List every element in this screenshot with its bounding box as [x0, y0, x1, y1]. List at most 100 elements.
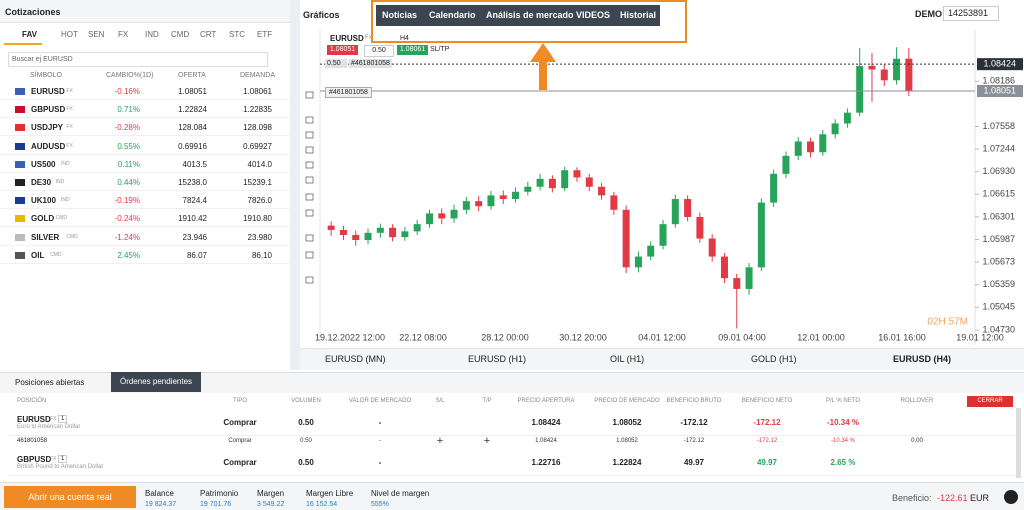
- flag-icon: [15, 233, 25, 241]
- help-icon[interactable]: [1004, 490, 1018, 504]
- candle-body: [647, 245, 655, 257]
- quote-ask: 4014.0: [247, 159, 272, 169]
- quote-symbol[interactable]: UK100: [31, 196, 56, 206]
- y-tick-label: 1.07244: [982, 143, 1015, 153]
- search-box[interactable]: Buscar ej EURUSD: [8, 52, 268, 67]
- tool-icon: [305, 161, 314, 169]
- detail-cell: 0.50: [300, 438, 312, 444]
- quote-tab[interactable]: STC: [229, 30, 245, 39]
- quote-tab[interactable]: CMD: [171, 30, 190, 39]
- candle-body: [671, 198, 679, 225]
- chart-background: [300, 30, 1024, 348]
- quote-symbol[interactable]: EURUSD: [31, 87, 65, 96]
- quote-market: IND: [61, 197, 70, 204]
- quote-symbol[interactable]: DE30: [31, 178, 52, 187]
- quote-tab[interactable]: SEN: [88, 30, 105, 39]
- quote-column: SÍMBOLO: [30, 72, 62, 79]
- sltp-button[interactable]: SL/TP: [430, 46, 450, 53]
- quote-symbol[interactable]: GBPUSD: [31, 105, 66, 115]
- quote-tab[interactable]: FAV: [22, 30, 37, 39]
- quote-tab[interactable]: CRT: [200, 30, 217, 39]
- quote-column: CAMBIO%(1D): [106, 72, 154, 79]
- position-market: FX: [50, 456, 57, 462]
- position-count: 1: [58, 455, 68, 463]
- quote-tab[interactable]: ETF: [257, 30, 273, 39]
- detail-cell: 1.08424: [535, 438, 557, 444]
- chart-tab[interactable]: EURUSD (H1): [468, 354, 527, 364]
- detail-cell: 0.00: [911, 438, 923, 444]
- quote-ask: 1910.80: [243, 214, 272, 224]
- tool-icon: [305, 276, 314, 284]
- quote-bid: 86.07: [186, 250, 207, 260]
- detail-cell[interactable]: +: [436, 435, 444, 447]
- quote-change: -1.24%: [114, 232, 140, 242]
- buy-button[interactable]: 1.08061: [397, 45, 428, 55]
- chart-tabs-bar: [300, 348, 1024, 370]
- candle-body: [450, 209, 458, 219]
- stat-label: Margen Libre: [306, 489, 354, 498]
- menu-item[interactable]: VIDEOS: [576, 10, 611, 20]
- quote-bid: 7824.4: [182, 196, 207, 206]
- chart-tab[interactable]: EURUSD (H4): [893, 354, 952, 364]
- quote-market: CMD: [55, 215, 67, 222]
- candle-body: [352, 234, 360, 240]
- candle-body: [475, 201, 483, 207]
- candle-body: [720, 256, 728, 279]
- quote-column: OFERTA: [178, 72, 206, 79]
- x-tick-label: 19.12.2022 12:00: [315, 332, 385, 342]
- x-tick-label: 28.12 00:00: [481, 332, 529, 342]
- orders-tab[interactable]: Órdenes pendientes: [111, 372, 201, 392]
- price-label-bg: [977, 58, 1023, 71]
- close-button[interactable]: CERRAR: [967, 396, 1013, 407]
- timeframe: H4: [400, 35, 409, 42]
- candle-body: [757, 202, 765, 268]
- price-label-bg: [977, 85, 1023, 98]
- quote-tab[interactable]: HOT: [61, 30, 78, 39]
- quote-change: -0.16%: [114, 87, 140, 96]
- candle-body: [856, 65, 864, 113]
- chart-tab[interactable]: OIL (H1): [610, 354, 645, 364]
- candle-body: [598, 186, 606, 196]
- volume-input[interactable]: 0.50: [364, 45, 394, 57]
- menu-item[interactable]: Noticias: [382, 10, 418, 20]
- quote-row-line: [0, 135, 290, 137]
- candle-body: [610, 195, 618, 210]
- chart-tab[interactable]: EURUSD (MN): [325, 354, 386, 364]
- position-count: 1: [58, 415, 68, 423]
- sell-button[interactable]: 1.08051: [327, 45, 358, 55]
- flag-icon: [15, 106, 25, 114]
- position-market: FX: [50, 416, 57, 422]
- quote-tab[interactable]: FX: [118, 30, 129, 39]
- candle-body: [327, 225, 335, 230]
- detail-cell: Comprar: [228, 438, 252, 444]
- detail-cell: -: [379, 438, 381, 444]
- candle-body: [499, 195, 507, 199]
- quote-symbol[interactable]: US500: [31, 159, 56, 169]
- charts-tab[interactable]: Gráficos: [303, 10, 340, 20]
- quote-row-line: [0, 208, 290, 210]
- position-cell: 49.97: [683, 458, 705, 467]
- quote-symbol[interactable]: SILVER: [31, 232, 60, 242]
- account-id[interactable]: 14253891: [943, 6, 999, 21]
- y-tick-label: 1.05359: [982, 279, 1015, 289]
- quote-tab[interactable]: IND: [145, 30, 159, 39]
- candle-body: [487, 195, 495, 207]
- candle-body: [536, 178, 544, 187]
- quote-symbol[interactable]: USDJPY: [31, 123, 64, 133]
- chart-tab[interactable]: GOLD (H1): [751, 354, 797, 364]
- position-cell: -10.34 %: [826, 418, 860, 427]
- menu-item[interactable]: Historial: [620, 10, 657, 20]
- detail-cell[interactable]: +: [483, 435, 491, 447]
- quote-symbol[interactable]: GOLD: [31, 214, 55, 224]
- y-tick-label: 1.06615: [982, 189, 1015, 199]
- quote-market: CMD: [50, 251, 62, 258]
- menu-item[interactable]: Calendario: [429, 10, 476, 20]
- quote-market: IND: [61, 160, 70, 167]
- positions-tab[interactable]: Posiciones abiertas: [15, 378, 85, 387]
- quote-symbol[interactable]: OIL: [31, 250, 45, 260]
- cta-button[interactable]: Abrir una cuenta real: [4, 486, 136, 508]
- quote-symbol[interactable]: AUDUSD: [31, 141, 66, 151]
- menu-item[interactable]: Análisis de mercado: [486, 10, 574, 20]
- position-cell: -172.12: [753, 418, 781, 427]
